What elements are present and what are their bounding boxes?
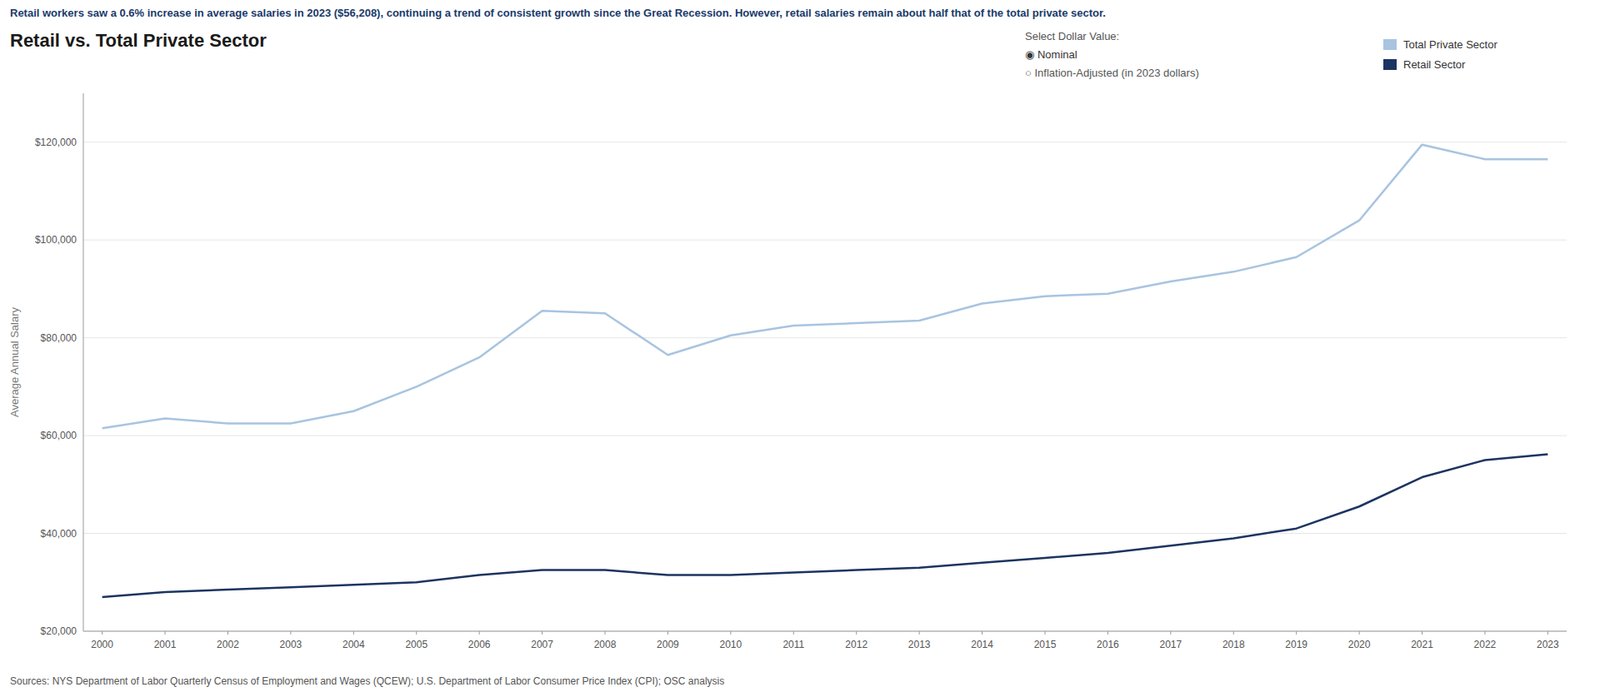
x-tick-label: 2004	[342, 639, 365, 651]
x-tick-label: 2022	[1474, 639, 1497, 651]
grid-line	[83, 240, 1567, 241]
x-tick-label: 2015	[1034, 639, 1057, 651]
radio-option: ○ Inflation-Adjusted (in 2023 dollars)	[1025, 66, 1200, 80]
y-tick-label: $100,000	[35, 234, 77, 246]
annotation: Retail workers saw a 0.6% increase in av…	[10, 6, 1106, 20]
grid-line	[83, 631, 1567, 633]
x-tick	[1547, 631, 1549, 635]
source: Sources: NYS Department of Labor Quarter…	[10, 675, 725, 688]
x-tick-label: 2000	[90, 639, 114, 651]
y-tick-label: $80,000	[40, 332, 78, 345]
y-tick-label: $60,000	[40, 430, 78, 442]
x-tick-label: 2010	[720, 639, 743, 651]
x-tick-label: 2011	[782, 639, 805, 651]
x-tick	[415, 631, 417, 635]
radio-option: ◉ Nominal	[1025, 48, 1078, 61]
x-axis-line	[83, 631, 1567, 633]
x-tick	[919, 631, 920, 635]
grid-line	[83, 533, 1567, 535]
x-tick	[1233, 631, 1235, 635]
x-tick-label: 2014	[970, 639, 994, 651]
x-tick-label: 2013	[908, 639, 931, 651]
y-tick-label: $20,000	[40, 625, 78, 638]
x-tick	[479, 631, 480, 635]
x-tick	[541, 631, 543, 635]
x-tick	[1107, 631, 1109, 635]
x-tick-label: 2018	[1222, 639, 1245, 651]
legend-label: Total Private Sector	[1403, 38, 1498, 51]
x-tick-label: 2005	[405, 639, 428, 651]
x-tick	[227, 631, 229, 635]
x-tick	[1484, 631, 1485, 635]
x-tick	[605, 631, 606, 635]
x-tick-label: 2001	[154, 639, 177, 651]
x-tick	[101, 631, 103, 635]
series-line	[102, 454, 1549, 597]
x-tick	[1359, 631, 1360, 635]
x-tick-label: 2017	[1159, 639, 1182, 651]
x-tick	[667, 631, 669, 635]
x-tick-label: 2006	[468, 639, 491, 651]
x-tick-label: 2019	[1285, 639, 1308, 651]
legend-label: Retail Sector	[1403, 58, 1466, 71]
x-tick	[793, 631, 795, 635]
x-tick-label: 2020	[1348, 639, 1371, 651]
x-tick-label: 2012	[845, 639, 868, 651]
chart: Retail workers saw a 0.6% increase in av…	[0, 0, 1600, 692]
x-tick	[290, 631, 291, 635]
x-tick-label: 2023	[1536, 639, 1560, 651]
x-tick	[1170, 631, 1171, 635]
grid-line	[83, 435, 1567, 437]
grid-line	[83, 141, 1567, 143]
legend: Total Private Sector Retail Sector	[1383, 38, 1498, 71]
x-tick	[165, 631, 166, 635]
x-tick-label: 2008	[594, 639, 617, 651]
x-tick	[353, 631, 355, 635]
x-tick	[855, 631, 857, 635]
x-tick-label: 2009	[656, 639, 680, 651]
title: Retail vs. Total Private Sector	[10, 30, 267, 51]
legend-swatch	[1383, 39, 1397, 50]
legend-swatch	[1383, 59, 1397, 70]
x-tick	[730, 631, 731, 635]
x-tick-label: 2021	[1410, 639, 1434, 651]
x-tick	[1295, 631, 1297, 635]
x-tick-label: 2003	[280, 639, 303, 651]
x-tick	[1044, 631, 1045, 635]
y-tick-label: $120,000	[35, 136, 77, 149]
x-tick-label: 2007	[530, 639, 554, 651]
x-tick-label: 2016	[1096, 639, 1120, 651]
x-tick-label: 2002	[216, 639, 240, 651]
grid-line	[83, 337, 1567, 339]
x-tick	[981, 631, 983, 635]
lines	[102, 145, 1549, 598]
grid	[83, 142, 1567, 632]
y-axis-line	[83, 93, 85, 632]
y-tick-label: $40,000	[40, 528, 78, 540]
x-tick	[1421, 631, 1423, 635]
y-axis-label: Average Annual Salary	[8, 306, 21, 418]
radio-label: Select Dollar Value:	[1025, 30, 1120, 43]
series-line	[102, 145, 1549, 430]
